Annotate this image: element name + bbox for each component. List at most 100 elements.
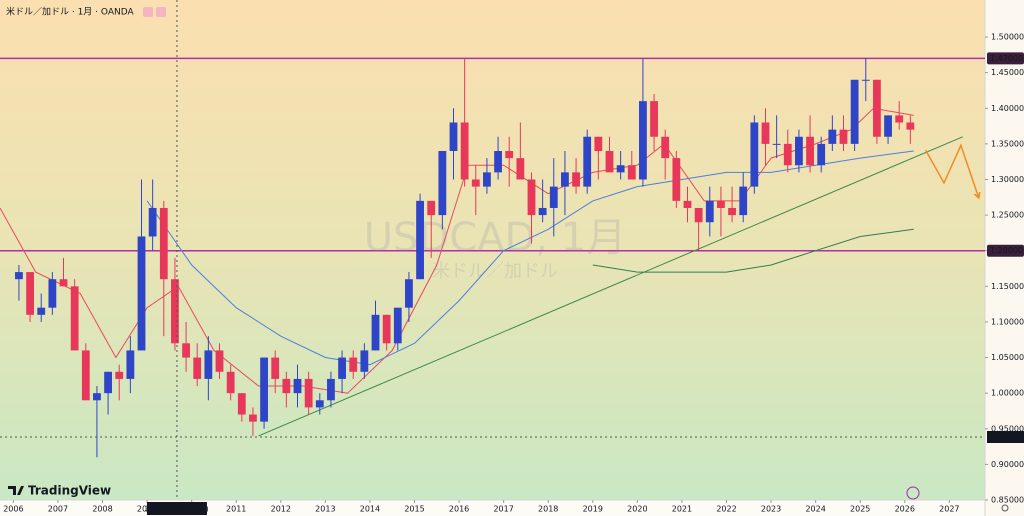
x-tick-label: 2026 xyxy=(895,505,915,514)
candle-body xyxy=(271,357,280,379)
candle-body xyxy=(93,393,101,401)
y-tick-label: 1.25000 xyxy=(991,211,1024,220)
candle-body xyxy=(861,79,870,81)
candle-body xyxy=(182,343,190,358)
candle-body xyxy=(81,350,90,401)
arrow-head xyxy=(973,191,981,200)
x-tick-label: 2018 xyxy=(538,505,558,514)
candle-body xyxy=(583,136,592,187)
candle-body xyxy=(338,357,346,379)
candle-body xyxy=(483,172,491,187)
candle-body xyxy=(382,314,391,344)
candle-body xyxy=(516,158,525,180)
candle-body xyxy=(605,150,614,173)
crosshair-x-box xyxy=(146,502,207,515)
x-tick-label: 2011 xyxy=(226,505,246,514)
candle-body xyxy=(494,150,502,173)
header-icon[interactable] xyxy=(156,7,166,17)
candle-body xyxy=(148,207,157,237)
candle-body xyxy=(104,371,112,394)
candle-body xyxy=(59,279,68,287)
x-tick-label: 2012 xyxy=(271,505,291,514)
candle-body xyxy=(672,158,681,201)
candle-body xyxy=(572,172,580,187)
y-tick-label: 1.15000 xyxy=(991,282,1024,291)
level-label-box xyxy=(987,244,1024,257)
candle-body xyxy=(137,236,146,351)
candle-body xyxy=(739,186,748,216)
moving-average xyxy=(146,150,914,366)
x-tick-label: 2019 xyxy=(583,505,603,514)
settings-icon[interactable] xyxy=(1001,504,1009,512)
x-tick-label: 2022 xyxy=(716,505,736,514)
x-tick-label: 2013 xyxy=(315,505,335,514)
x-tick-label: 2007 xyxy=(48,505,68,514)
candle-body xyxy=(639,101,647,180)
candle-body xyxy=(761,122,770,144)
candle-body xyxy=(661,136,670,159)
candle-body xyxy=(70,286,79,351)
header-icon[interactable] xyxy=(143,7,153,17)
candle-body xyxy=(728,207,736,216)
candle-body xyxy=(315,400,324,408)
alert-icon[interactable] xyxy=(906,486,920,500)
candle-body xyxy=(215,350,224,372)
level-label: 1.20000 xyxy=(990,246,1023,255)
candle-body xyxy=(393,307,402,344)
candle-body xyxy=(538,207,547,216)
y-tick-label: 1.05000 xyxy=(991,353,1024,362)
candle-body xyxy=(873,79,881,137)
y-tick-label: 1.30000 xyxy=(991,175,1024,184)
x-tick-label: 2025 xyxy=(850,505,870,514)
candle-body xyxy=(561,172,569,187)
candle-body xyxy=(806,136,814,166)
projection-arrow xyxy=(925,143,980,199)
candle-body xyxy=(193,357,202,379)
trendline xyxy=(258,136,963,437)
y-tick-label: 1.40000 xyxy=(991,104,1024,113)
candle-body xyxy=(772,143,781,145)
candle-body xyxy=(705,200,714,223)
x-tick-label: 2014 xyxy=(360,505,380,514)
candle-body xyxy=(906,122,915,130)
price-axis xyxy=(985,0,1024,516)
candle-body xyxy=(26,272,34,315)
watermark-subtitle: 米ドル／加ドル xyxy=(432,261,558,282)
level-label-box xyxy=(987,52,1024,65)
logo: TradingView xyxy=(8,484,111,498)
candle-body xyxy=(783,143,792,166)
candle-body xyxy=(126,350,135,379)
x-tick-label: 2020 xyxy=(627,505,647,514)
chart-title: 米ドル／加ドル · 1月 · OANDA xyxy=(6,6,134,18)
candle-body xyxy=(650,101,658,137)
y-tick-label: 0.85000 xyxy=(991,496,1024,505)
candle-body xyxy=(115,371,124,379)
candle-body xyxy=(371,314,380,351)
y-tick-label: 1.00000 xyxy=(991,389,1024,398)
y-tick-label: 0.95000 xyxy=(991,424,1024,433)
brand: TradingView xyxy=(28,484,111,498)
x-tick-label: 2023 xyxy=(761,505,781,514)
x-tick-label: 2006 xyxy=(3,505,23,514)
candle-body xyxy=(37,307,46,315)
candle-body xyxy=(427,200,436,216)
x-tick-label: 2016 xyxy=(449,505,469,514)
y-tick-label: 1.10000 xyxy=(991,317,1024,326)
crosshair-y-box xyxy=(987,431,1024,444)
candle-body xyxy=(204,350,213,379)
candle-body xyxy=(327,378,335,401)
candle-body xyxy=(828,129,837,144)
candle-body xyxy=(282,378,291,394)
candle-body xyxy=(48,279,57,308)
candle-body xyxy=(850,79,859,144)
x-tick-label: 2021 xyxy=(672,505,692,514)
candle-body xyxy=(405,279,413,308)
candle-body xyxy=(817,143,826,166)
crosshair-x-label: 2009-09-01 (火) xyxy=(145,505,208,514)
y-tick-label: 0.90000 xyxy=(991,460,1024,469)
candle-body xyxy=(895,115,904,123)
candle-body xyxy=(750,122,759,187)
candle-body xyxy=(616,165,625,173)
